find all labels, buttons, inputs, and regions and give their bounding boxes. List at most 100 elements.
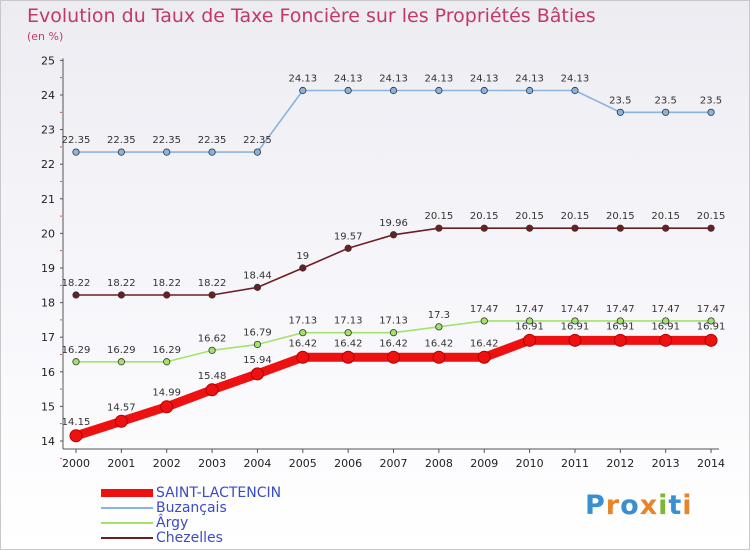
data-label-saint-lactencin: 16.91	[697, 321, 726, 332]
data-label-buzancais: 24.13	[379, 74, 408, 85]
x-tick-label: 2008	[425, 457, 453, 470]
x-tick-label: 2009	[470, 457, 498, 470]
y-tick-label: 20	[41, 227, 55, 240]
data-point-buzancais	[480, 86, 488, 95]
data-point-saint-lactencin	[523, 333, 537, 347]
data-label-saint-lactencin: 16.42	[470, 338, 499, 349]
x-tick-label: 2004	[243, 457, 271, 470]
data-point-chezelles	[253, 283, 262, 291]
legend-item-buzancais: Buzançais	[101, 500, 361, 516]
data-point-chezelles	[435, 224, 443, 232]
data-label-argy: 16.29	[152, 345, 181, 356]
x-tick-label: 2014	[697, 457, 725, 470]
data-point-saint-lactencin	[704, 333, 718, 347]
data-label-buzancais: 24.13	[470, 74, 499, 85]
data-point-buzancais	[253, 148, 262, 156]
data-label-saint-lactencin: 16.42	[379, 338, 408, 349]
data-label-chezelles: 18.22	[62, 278, 91, 289]
data-label-buzancais: 24.13	[561, 74, 590, 85]
data-label-chezelles: 18.44	[243, 270, 272, 281]
data-label-chezelles: 20.15	[651, 211, 680, 222]
data-label-saint-lactencin: 16.91	[515, 321, 544, 332]
data-point-argy	[707, 317, 715, 325]
data-point-chezelles	[707, 224, 715, 232]
data-label-chezelles: 19	[296, 251, 309, 262]
logo-letter: x	[639, 490, 659, 521]
legend-swatch-argy	[101, 522, 153, 524]
data-label-argy: 16.79	[243, 327, 272, 338]
data-point-buzancais	[389, 86, 398, 95]
data-label-argy: 16.62	[198, 333, 227, 344]
data-point-argy	[72, 358, 80, 366]
legend-label: Chezelles	[156, 530, 223, 546]
data-point-buzancais	[616, 108, 624, 116]
data-label-argy: 17.47	[651, 304, 680, 315]
data-label-buzancais: 24.13	[425, 74, 454, 85]
data-point-argy	[344, 329, 352, 337]
data-label-argy: 16.29	[62, 345, 91, 356]
legend-item-chezelles: Chezelles	[101, 530, 361, 546]
data-point-argy	[117, 358, 125, 366]
data-point-argy	[208, 346, 216, 354]
data-label-saint-lactencin: 14.99	[152, 388, 181, 399]
x-tick-label: 2006	[334, 457, 362, 470]
x-tick-label: 2011	[561, 457, 589, 470]
data-point-argy	[253, 340, 262, 349]
data-label-buzancais: 22.35	[243, 135, 272, 146]
data-label-buzancais: 23.5	[700, 95, 722, 106]
data-point-saint-lactencin	[205, 383, 219, 397]
y-tick-label: 15	[41, 400, 55, 413]
data-label-buzancais: 23.5	[655, 95, 677, 106]
logo-letter: i	[682, 490, 693, 521]
x-tick-label: 2010	[516, 457, 544, 470]
data-point-argy	[480, 317, 488, 325]
data-label-buzancais: 22.35	[198, 135, 227, 146]
data-point-chezelles	[389, 231, 398, 239]
y-tick-label: 23	[41, 124, 55, 137]
data-point-chezelles	[208, 291, 216, 299]
data-label-chezelles: 20.15	[561, 211, 590, 222]
legend-swatch-buzancais	[101, 507, 153, 509]
data-point-buzancais	[525, 86, 534, 95]
data-label-chezelles: 20.15	[697, 211, 726, 222]
data-label-chezelles: 19.57	[334, 231, 363, 242]
data-point-buzancais	[662, 108, 670, 116]
data-label-buzancais: 24.13	[288, 74, 317, 85]
data-point-saint-lactencin	[568, 333, 582, 347]
data-label-buzancais: 22.35	[107, 135, 136, 146]
legend-label: Buzançais	[156, 500, 227, 516]
data-point-chezelles	[163, 291, 171, 299]
y-tick-label: 22	[41, 158, 55, 171]
data-label-chezelles: 18.22	[152, 278, 181, 289]
data-label-argy: 17.13	[288, 316, 317, 327]
x-tick-label: 2000	[62, 457, 90, 470]
data-label-chezelles: 19.96	[379, 218, 408, 229]
data-label-chezelles: 18.22	[107, 278, 136, 289]
data-label-argy: 16.29	[107, 345, 136, 356]
data-label-argy: 17.47	[515, 304, 544, 315]
data-label-buzancais: 24.13	[515, 74, 544, 85]
data-label-saint-lactencin: 15.48	[198, 371, 227, 382]
y-tick-label: 14	[41, 435, 55, 448]
data-point-argy	[616, 317, 624, 325]
data-label-buzancais: 22.35	[62, 135, 91, 146]
data-point-buzancais	[163, 148, 171, 156]
data-point-chezelles	[571, 224, 579, 232]
logo-letter: t	[668, 490, 683, 521]
data-point-buzancais	[435, 86, 443, 95]
data-label-argy: 17.47	[697, 304, 726, 315]
data-point-chezelles	[299, 264, 307, 272]
y-tick-label: 19	[41, 262, 55, 275]
data-point-saint-lactencin	[432, 350, 446, 364]
data-point-saint-lactencin	[250, 367, 264, 381]
data-point-saint-lactencin	[296, 350, 310, 364]
data-point-buzancais	[117, 148, 125, 156]
data-point-chezelles	[480, 224, 488, 232]
data-label-buzancais: 23.5	[609, 95, 631, 106]
data-label-chezelles: 20.15	[606, 211, 635, 222]
data-label-argy: 17.13	[379, 316, 408, 327]
chart-title: Evolution du Taux de Taxe Foncière sur l…	[27, 5, 596, 27]
data-point-buzancais	[208, 148, 216, 156]
data-label-chezelles: 18.22	[198, 278, 227, 289]
